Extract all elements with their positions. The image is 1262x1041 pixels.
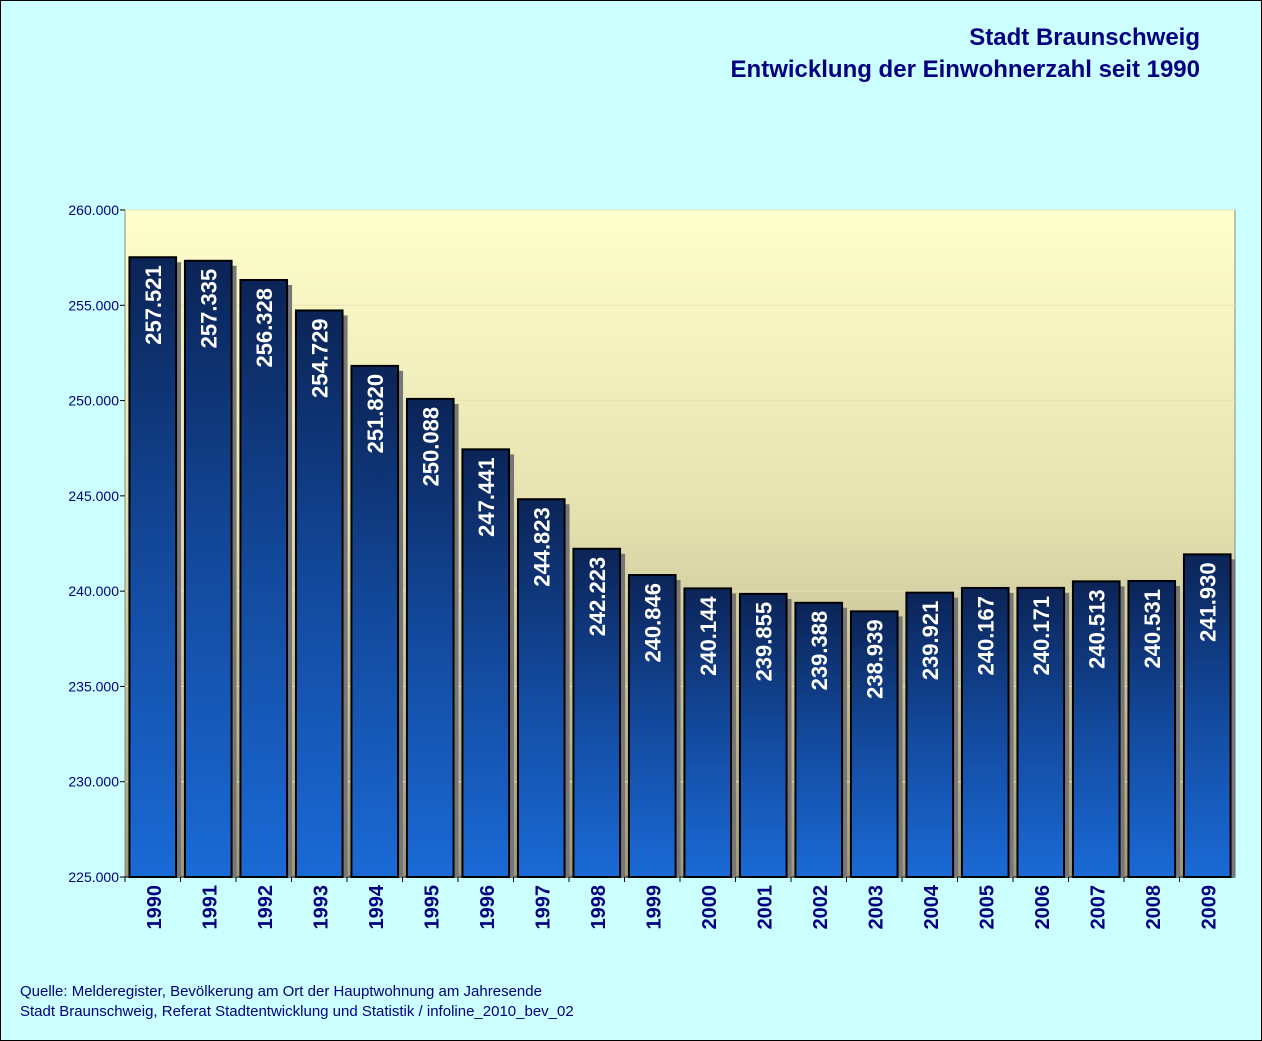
x-tick-label: 2004 xyxy=(921,884,943,929)
value-label: 239.388 xyxy=(807,611,832,691)
note: Quelle: Melderegister, Bevölkerung am Or… xyxy=(20,983,542,1000)
x-tick-label: 2007 xyxy=(1087,885,1109,930)
x-tick-label: 2005 xyxy=(976,885,998,930)
x-tick-label: 2000 xyxy=(699,885,721,930)
value-label: 256.328 xyxy=(252,288,277,368)
chart-subtitle: Entwicklung der Einwohnerzahl seit 1990 xyxy=(731,56,1200,83)
y-tick-label: 245.000 xyxy=(68,488,119,504)
x-tick-label: 1992 xyxy=(255,885,277,930)
bar xyxy=(405,397,455,878)
y-tick-label: 260.000 xyxy=(68,202,119,218)
value-label: 240.144 xyxy=(696,596,721,676)
bar xyxy=(738,592,788,878)
bar xyxy=(183,259,233,878)
value-label: 257.335 xyxy=(196,269,221,349)
note: Stadt Braunschweig, Referat Stadtentwick… xyxy=(20,1003,574,1020)
bar xyxy=(516,498,566,878)
x-tick-label: 2001 xyxy=(754,885,776,930)
bar xyxy=(294,309,344,878)
y-tick-label: 230.000 xyxy=(68,774,119,790)
y-tick-label: 240.000 xyxy=(68,583,119,599)
bar xyxy=(849,610,899,878)
y-tick-label: 225.000 xyxy=(68,869,119,885)
value-label: 250.088 xyxy=(418,407,443,487)
x-tick-label: 1998 xyxy=(588,885,610,930)
bar xyxy=(128,256,178,878)
bar xyxy=(239,278,289,878)
value-label: 240.513 xyxy=(1084,589,1109,669)
value-label: 244.823 xyxy=(529,507,554,587)
value-label: 240.167 xyxy=(973,596,998,676)
value-label: 238.939 xyxy=(862,619,887,699)
x-tick-label: 1997 xyxy=(532,885,554,930)
bar xyxy=(627,574,677,878)
x-tick-label: 1996 xyxy=(477,885,499,930)
bar xyxy=(1127,580,1177,878)
bar xyxy=(461,448,511,878)
value-label: 242.223 xyxy=(585,557,610,637)
bar xyxy=(572,547,622,878)
x-tick-label: 2008 xyxy=(1143,885,1165,930)
value-label: 239.921 xyxy=(918,601,943,681)
bar xyxy=(1016,586,1066,878)
x-tick-label: 1994 xyxy=(366,884,388,929)
y-tick-label: 235.000 xyxy=(68,678,119,694)
x-tick-label: 2009 xyxy=(1198,885,1220,930)
bar xyxy=(1182,553,1232,878)
value-label: 240.531 xyxy=(1140,589,1165,669)
x-tick-label: 2006 xyxy=(1032,885,1054,930)
value-label: 240.846 xyxy=(640,583,665,663)
y-tick-label: 250.000 xyxy=(68,393,119,409)
bar xyxy=(794,601,844,879)
bar xyxy=(960,586,1010,878)
x-tick-label: 2003 xyxy=(865,885,887,930)
value-label: 241.930 xyxy=(1195,562,1220,642)
value-label: 239.855 xyxy=(751,602,776,682)
value-label: 240.171 xyxy=(1029,596,1054,676)
value-label: 251.820 xyxy=(363,374,388,454)
bar xyxy=(905,591,955,878)
value-label: 254.729 xyxy=(307,318,332,398)
x-tick-label: 1995 xyxy=(421,885,443,930)
x-tick-label: 2002 xyxy=(810,885,832,930)
x-tick-label: 1991 xyxy=(199,885,221,930)
chart-title: Stadt Braunschweig xyxy=(969,24,1200,51)
x-tick-label: 1999 xyxy=(643,885,665,930)
bar xyxy=(683,587,733,878)
x-tick-label: 1993 xyxy=(310,885,332,930)
bar xyxy=(350,364,400,878)
x-tick-label: 1990 xyxy=(144,885,166,930)
value-label: 257.521 xyxy=(141,265,166,345)
value-label: 247.441 xyxy=(474,457,499,537)
y-tick-label: 255.000 xyxy=(68,297,119,313)
bar xyxy=(1071,580,1121,878)
